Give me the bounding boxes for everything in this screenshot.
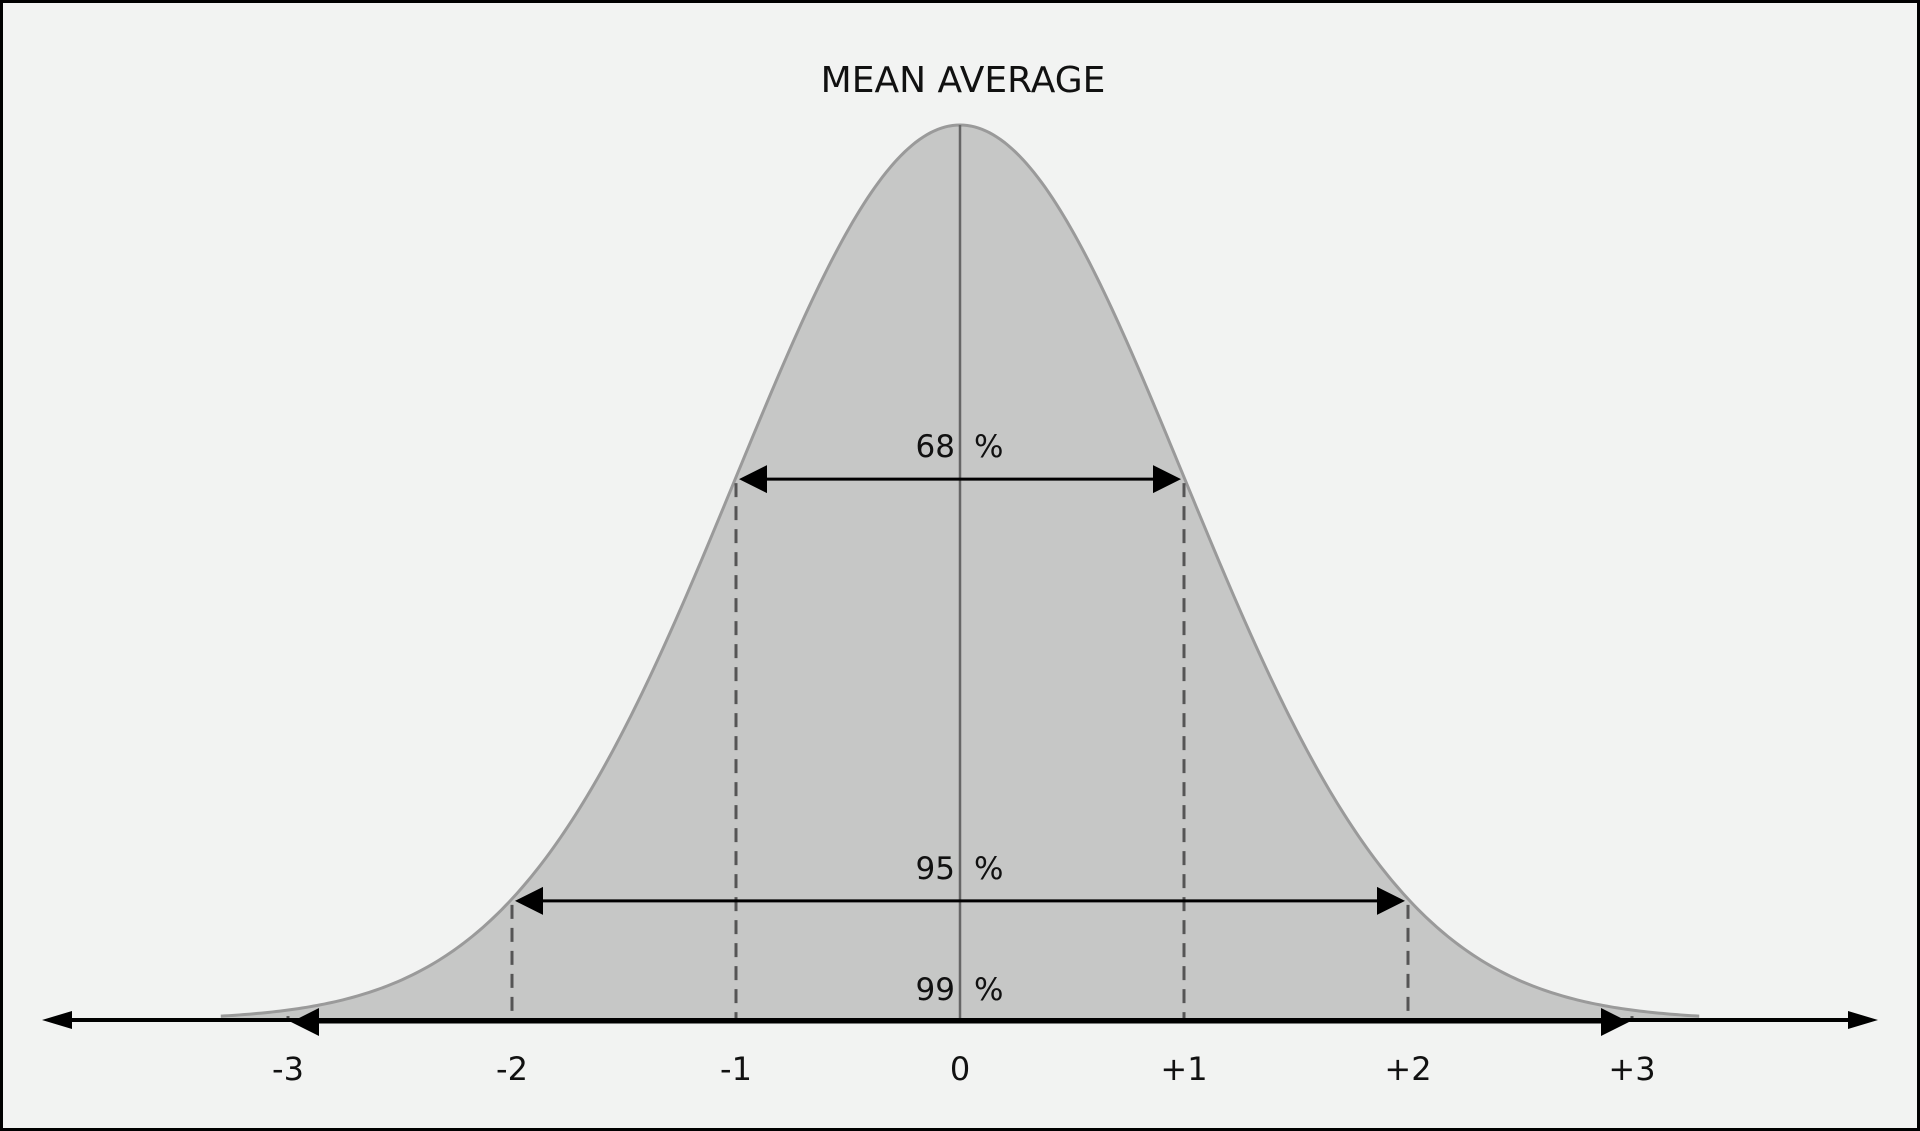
interval-1-sigma: 68%	[739, 429, 1181, 494]
interval-right-arrowhead	[1377, 886, 1405, 915]
interval-value-label: 99	[916, 972, 955, 1008]
x-tick-label: +3	[1608, 1050, 1655, 1088]
interval-left-arrowhead	[739, 465, 767, 494]
interval-right-arrowhead	[1601, 1008, 1629, 1037]
interval-unit-label: %	[974, 972, 1003, 1008]
x-tick-label: +1	[1160, 1050, 1207, 1088]
interval-left-arrowhead	[515, 886, 543, 915]
interval-unit-label: %	[974, 429, 1003, 465]
interval-unit-label: %	[974, 851, 1003, 887]
diagram-title: MEAN AVERAGE	[821, 60, 1106, 101]
interval-value-label: 68	[916, 429, 955, 465]
x-tick-label: +2	[1384, 1050, 1431, 1088]
x-tick-label: -1	[720, 1050, 752, 1088]
x-axis-left-arrowhead	[42, 1011, 72, 1029]
interval-2-sigma: 95%	[515, 851, 1405, 915]
x-tick-label: 0	[950, 1050, 970, 1088]
interval-right-arrowhead	[1153, 465, 1181, 494]
interval-left-arrowhead	[291, 1008, 319, 1037]
x-tick-label: -3	[272, 1050, 304, 1088]
interval-value-label: 95	[916, 851, 955, 887]
interval-arrows: 68 %95 %99%	[291, 429, 1629, 1037]
interval-3-sigma: 99%	[291, 972, 1629, 1037]
x-axis	[42, 1011, 1878, 1029]
x-tick-labels: -3 -2 -1 0 +1 +2 +3	[272, 1050, 1656, 1088]
x-axis-right-arrowhead	[1848, 1011, 1878, 1029]
x-tick-label: -2	[496, 1050, 528, 1088]
